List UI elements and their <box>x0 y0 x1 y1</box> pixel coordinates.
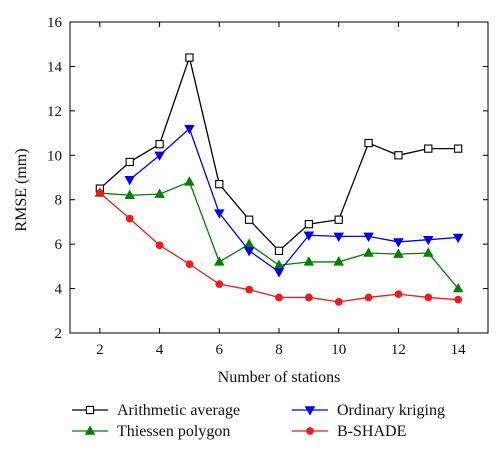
y-tick-label: 4 <box>55 282 63 298</box>
y-tick-label: 16 <box>47 15 63 31</box>
x-tick-label: 12 <box>391 342 406 358</box>
legend-entry: Ordinary kriging <box>292 402 445 419</box>
data-point <box>363 232 374 242</box>
data-point <box>334 298 343 306</box>
data-point <box>394 151 403 160</box>
data-point <box>155 241 164 250</box>
data-point <box>274 246 284 255</box>
data-point <box>184 124 195 135</box>
data-point <box>155 140 164 149</box>
data-point <box>154 151 165 161</box>
series-line <box>99 55 459 252</box>
x-tick-label: 10 <box>331 342 346 358</box>
series-b-shade <box>95 189 463 306</box>
data-point <box>185 260 194 269</box>
data-point <box>304 293 313 302</box>
data-point <box>452 282 464 293</box>
x-tick-label: 6 <box>216 342 224 358</box>
data-point <box>424 293 433 302</box>
data-point <box>244 215 254 224</box>
legend-label: Arithmetic average <box>117 402 240 419</box>
data-point <box>245 285 254 294</box>
series-thiessen-polygon <box>94 176 464 293</box>
data-point <box>334 215 343 224</box>
data-point <box>393 238 404 248</box>
y-tick-label: 14 <box>47 59 63 75</box>
data-point <box>154 188 165 198</box>
y-tick-label: 10 <box>47 148 62 164</box>
data-point <box>423 236 434 246</box>
data-point <box>364 293 373 302</box>
legend-marker <box>85 405 95 415</box>
data-point <box>124 176 135 186</box>
x-axis-title: Number of stations <box>218 369 341 386</box>
legend-entry: Thiessen polygon <box>72 423 230 440</box>
data-point <box>275 293 283 302</box>
series-ordinary-kriging <box>124 124 464 278</box>
legend-entry: B-SHADE <box>292 423 406 440</box>
data-point <box>333 256 344 266</box>
data-point <box>394 290 403 299</box>
data-point <box>304 220 314 229</box>
data-point <box>95 189 104 197</box>
data-point <box>452 233 464 244</box>
x-tick-label: 4 <box>156 342 164 358</box>
y-axis-title: RMSE (mm) <box>13 148 30 231</box>
data-point <box>185 53 194 62</box>
data-point <box>454 295 463 304</box>
legend: Arithmetic average Thiessen polygon Ordina… <box>72 402 445 440</box>
y-tick-label: 6 <box>55 237 63 253</box>
legend-entry: Arithmetic average <box>72 402 240 419</box>
legend-label: B-SHADE <box>337 423 406 440</box>
legend-marker <box>84 425 96 435</box>
data-point <box>214 209 225 219</box>
data-point <box>363 247 374 257</box>
legend-label: Ordinary kriging <box>337 402 445 419</box>
data-point <box>333 232 344 242</box>
legend-marker <box>304 406 316 416</box>
data-point <box>424 144 433 153</box>
x-tick-label: 14 <box>451 342 467 358</box>
y-tick-label: 8 <box>55 193 63 209</box>
x-tick-label: 8 <box>275 342 283 358</box>
data-point <box>453 144 463 153</box>
data-point <box>215 280 224 289</box>
data-point <box>184 176 195 186</box>
data-point <box>393 248 404 258</box>
y-tick-label: 12 <box>47 104 62 120</box>
data-point <box>303 256 315 266</box>
data-point <box>243 247 255 257</box>
data-point <box>125 214 134 223</box>
series-layer <box>94 53 464 306</box>
legend-marker <box>306 427 314 435</box>
data-point <box>273 268 285 278</box>
data-point <box>303 231 315 241</box>
data-point <box>214 256 225 266</box>
legend-label: Thiessen polygon <box>117 423 230 440</box>
data-point <box>125 157 134 167</box>
data-point <box>364 138 373 148</box>
y-tick-label: 2 <box>55 326 63 342</box>
x-tick-label: 2 <box>96 342 104 358</box>
axis-ticks: 2 4 6 8 10 12 14 2 4 6 8 10 12 14 16 <box>47 15 488 358</box>
data-point <box>215 180 224 189</box>
data-point <box>423 247 434 257</box>
series-line <box>129 127 459 273</box>
data-point <box>124 189 135 199</box>
series-arithmetic-average <box>95 53 463 255</box>
